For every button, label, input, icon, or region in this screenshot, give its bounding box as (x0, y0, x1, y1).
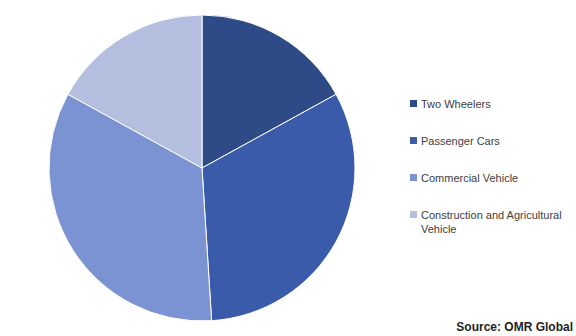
legend-label: Passenger Cars (421, 135, 500, 147)
legend-swatch (410, 211, 417, 218)
legend-swatch (410, 100, 417, 107)
source-note: Source: OMR Global (456, 320, 573, 334)
legend-swatch (410, 137, 417, 144)
pie (49, 15, 355, 321)
legend: Two Wheelers Passenger Cars Commercial Veh… (410, 98, 565, 236)
legend-label: Two Wheelers (421, 98, 491, 110)
background (0, 0, 576, 336)
legend-label: Construction and Agricultural Vehicle (421, 209, 565, 236)
legend-swatch (410, 174, 417, 181)
pie-slice (202, 94, 355, 320)
legend-label: Commercial Vehicle (421, 172, 518, 184)
pie-slice (68, 15, 202, 168)
chart: Two Wheelers Passenger Cars Commercial Veh… (0, 0, 576, 336)
